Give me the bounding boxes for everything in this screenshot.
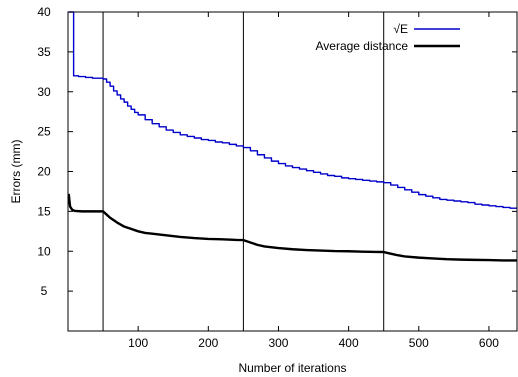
y-tick-label: 15	[37, 204, 51, 218]
x-axis-label: Number of iterations	[238, 361, 346, 375]
y-tick-label: 5	[41, 284, 48, 298]
iteration-markers	[102, 12, 385, 331]
y-tick-label: 25	[37, 125, 51, 139]
plot-frame	[67, 11, 518, 332]
legend-label-2: Average distance	[315, 39, 408, 53]
series-line-2	[67, 193, 517, 262]
series-lines	[67, 11, 517, 262]
y-tick-label: 35	[37, 45, 51, 59]
y-tick-label: 20	[37, 165, 51, 179]
y-tick-label: 30	[37, 85, 51, 99]
x-tick-label: 400	[339, 336, 359, 350]
x-tick-label: 200	[198, 336, 218, 350]
y-tick-label: 10	[37, 244, 51, 258]
legend: √E Average distance	[315, 22, 460, 53]
y-tick-label: 40	[37, 5, 51, 19]
x-tick-label: 300	[268, 336, 288, 350]
x-tick-label: 500	[409, 336, 429, 350]
axes	[67, 11, 518, 332]
legend-label-1: √E	[393, 22, 408, 36]
series-line-1	[68, 11, 517, 209]
ticks: 100 200 300 400 500 600 5 10 15 20 25 30 35 40	[37, 5, 517, 350]
y-axis-label: Errors (mm)	[9, 140, 23, 204]
x-tick-label: 600	[479, 336, 499, 350]
x-tick-label: 100	[128, 336, 148, 350]
